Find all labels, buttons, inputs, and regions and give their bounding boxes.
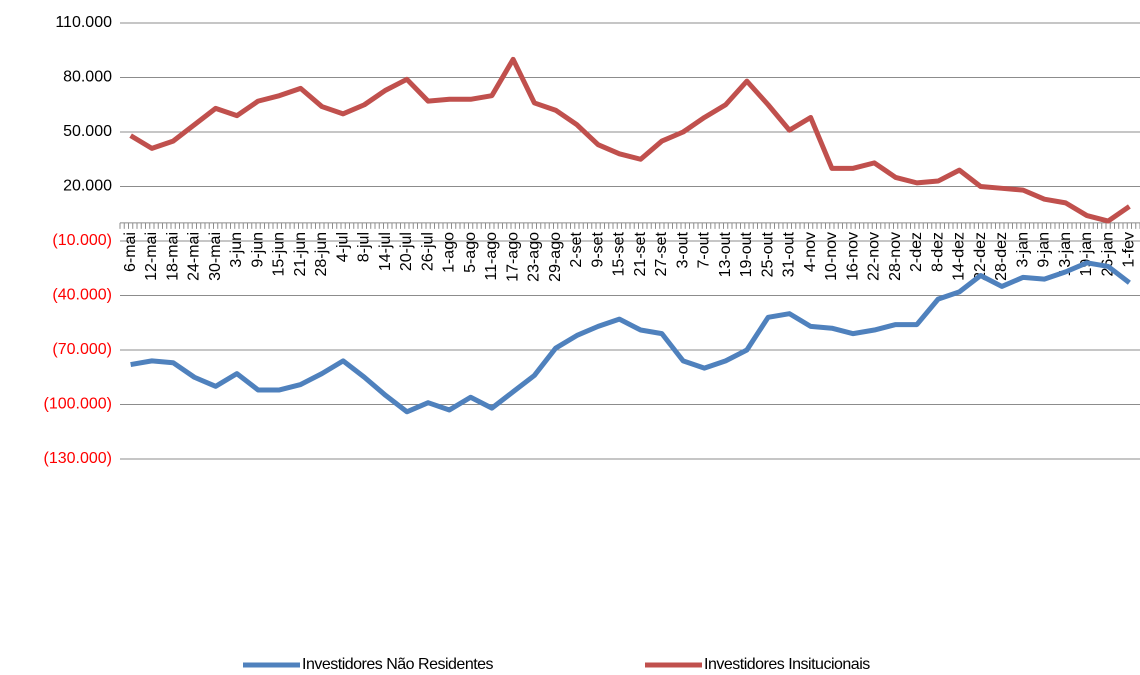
x-tick-label: 2-dez	[908, 232, 925, 272]
x-tick-label: 29-ago	[547, 232, 564, 282]
x-tick-label: 30-mai	[207, 232, 224, 281]
x-tick-label: 4-jul	[334, 232, 351, 262]
x-tick-label: 21-set	[632, 231, 649, 276]
x-tick-label: 17-ago	[504, 232, 521, 282]
x-tick-label: 4-nov	[802, 232, 819, 272]
x-tick-label: 19-out	[738, 231, 755, 277]
x-tick-label: 7-out	[696, 231, 713, 268]
x-tick-label: 6-mai	[122, 232, 139, 272]
x-tick-label: 23-ago	[526, 232, 543, 282]
y-tick-label: (40.000)	[52, 287, 112, 304]
series-line	[130, 260, 1131, 415]
y-tick-label: (10.000)	[52, 232, 112, 249]
x-tick-label: 27-set	[653, 231, 670, 276]
x-tick-label: 1-ago	[441, 232, 458, 273]
y-tick-label: (100.000)	[44, 396, 113, 413]
series-line	[129, 56, 1131, 224]
x-tick-label: 11-ago	[483, 232, 500, 281]
x-tick-label: 22-dez	[972, 232, 989, 281]
x-tick-label: 25-out	[759, 231, 776, 277]
y-tick-label: 20.000	[63, 178, 112, 195]
x-tick-label: 26-jul	[419, 232, 436, 271]
x-tick-label: 13-jan	[1057, 232, 1074, 276]
x-tick-label: 5-ago	[462, 232, 479, 273]
x-tick-label: 3-jan	[1014, 232, 1031, 268]
x-tick-label: 22-nov	[866, 232, 883, 281]
x-tick-label: 14-dez	[951, 232, 968, 281]
x-tick-label: 2-set	[568, 231, 585, 267]
legend-label: Investidores Insitucionais	[704, 656, 870, 673]
y-tick-label: 50.000	[63, 123, 112, 140]
x-tick-label: 20-jul	[398, 232, 415, 271]
x-tick-label: 10-nov	[823, 232, 840, 281]
x-tick-label: 28-jun	[313, 232, 330, 276]
x-tick-label: 21-jun	[292, 232, 309, 276]
x-tick-label: 3-out	[674, 231, 691, 268]
x-tick-label: 15-jun	[271, 232, 288, 276]
x-tick-label: 3-jun	[228, 232, 245, 268]
x-tick-label: 1-fev	[1121, 232, 1138, 268]
x-tick-label: 28-nov	[887, 232, 904, 281]
x-tick-label: 13-out	[717, 231, 734, 277]
x-tick-label: 31-out	[781, 231, 798, 277]
legend-label: Investidores Não Residentes	[302, 656, 494, 673]
x-tick-label: 16-nov	[844, 232, 861, 281]
x-tick-label: 8-dez	[929, 232, 946, 272]
x-tick-label: 28-dez	[993, 232, 1010, 281]
x-tick-label: 9-jan	[1036, 232, 1053, 268]
y-tick-label: (130.000)	[44, 450, 113, 467]
x-tick-label: 19-jan	[1078, 232, 1095, 276]
y-tick-label: 80.000	[63, 69, 112, 86]
x-tick-label: 15-set	[611, 231, 628, 276]
x-tick-label: 9-jun	[249, 232, 266, 268]
x-tick-label: 18-mai	[164, 232, 181, 281]
x-tick-label: 14-jul	[377, 232, 394, 271]
x-tick-label: 12-mai	[143, 232, 160, 281]
y-tick-label: (70.000)	[52, 341, 112, 358]
x-tick-label: 24-mai	[186, 232, 203, 281]
x-tick-label: 8-jul	[356, 232, 373, 262]
y-tick-label: 110.000	[55, 14, 112, 31]
x-tick-label: 9-set	[589, 231, 606, 267]
